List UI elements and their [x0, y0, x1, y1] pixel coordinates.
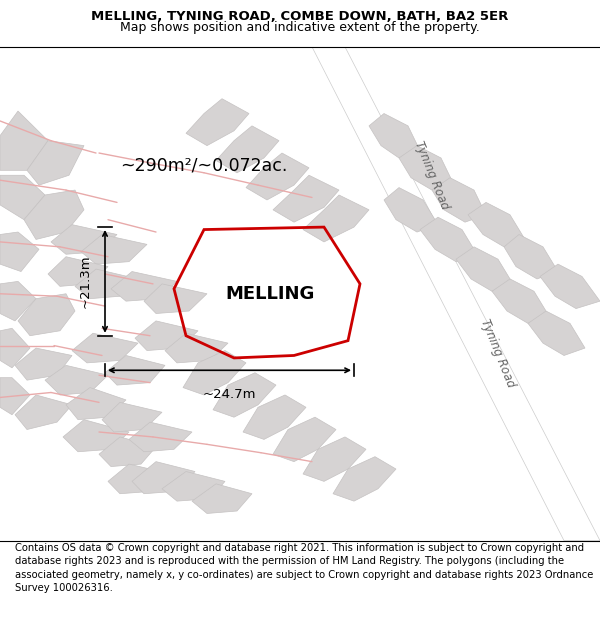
Polygon shape: [102, 402, 162, 432]
Polygon shape: [0, 111, 48, 170]
Polygon shape: [303, 437, 366, 481]
Polygon shape: [273, 418, 336, 462]
Polygon shape: [333, 457, 396, 501]
Polygon shape: [144, 284, 207, 314]
Text: Tyning Road: Tyning Road: [412, 139, 452, 211]
Polygon shape: [504, 234, 558, 279]
Polygon shape: [81, 234, 147, 264]
Polygon shape: [24, 190, 84, 239]
Polygon shape: [399, 146, 453, 190]
Polygon shape: [384, 188, 438, 232]
Polygon shape: [213, 372, 276, 418]
Polygon shape: [216, 126, 279, 173]
Polygon shape: [303, 195, 369, 242]
Polygon shape: [72, 333, 138, 363]
Polygon shape: [312, 47, 600, 541]
Text: Map shows position and indicative extent of the property.: Map shows position and indicative extent…: [120, 21, 480, 34]
Polygon shape: [66, 388, 126, 419]
Text: ~21.3m: ~21.3m: [79, 254, 92, 308]
Polygon shape: [186, 99, 249, 146]
Polygon shape: [468, 202, 525, 247]
Polygon shape: [369, 114, 420, 158]
Polygon shape: [51, 224, 117, 254]
Polygon shape: [192, 484, 252, 514]
Text: ~24.7m: ~24.7m: [203, 388, 256, 401]
Polygon shape: [45, 366, 108, 395]
Polygon shape: [528, 311, 585, 356]
Polygon shape: [15, 395, 72, 429]
Polygon shape: [111, 271, 177, 301]
Polygon shape: [492, 279, 549, 323]
Polygon shape: [0, 232, 39, 271]
Polygon shape: [15, 348, 72, 380]
Polygon shape: [129, 422, 192, 452]
Polygon shape: [165, 333, 228, 363]
Text: Contains OS data © Crown copyright and database right 2021. This information is : Contains OS data © Crown copyright and d…: [15, 543, 593, 592]
Polygon shape: [48, 257, 108, 286]
Polygon shape: [0, 281, 36, 321]
Polygon shape: [63, 419, 129, 452]
Polygon shape: [18, 294, 75, 336]
Polygon shape: [432, 177, 486, 222]
Text: ~290m²/~0.072ac.: ~290m²/~0.072ac.: [121, 156, 287, 174]
Polygon shape: [0, 328, 30, 367]
Polygon shape: [105, 356, 165, 385]
Polygon shape: [456, 247, 513, 291]
Polygon shape: [246, 153, 309, 200]
Polygon shape: [540, 264, 600, 309]
Polygon shape: [27, 141, 84, 185]
Polygon shape: [0, 378, 30, 415]
Text: MELLING, TYNING ROAD, COMBE DOWN, BATH, BA2 5ER: MELLING, TYNING ROAD, COMBE DOWN, BATH, …: [91, 10, 509, 23]
Polygon shape: [108, 464, 171, 494]
Polygon shape: [135, 321, 198, 351]
Text: Tyning Road: Tyning Road: [478, 317, 518, 389]
Text: MELLING: MELLING: [226, 285, 314, 302]
Polygon shape: [273, 175, 339, 222]
Polygon shape: [75, 269, 138, 299]
Polygon shape: [243, 395, 306, 439]
Polygon shape: [0, 175, 45, 219]
Polygon shape: [420, 217, 477, 262]
Polygon shape: [162, 471, 225, 501]
Polygon shape: [183, 351, 246, 395]
Polygon shape: [99, 437, 156, 466]
Polygon shape: [132, 462, 195, 494]
